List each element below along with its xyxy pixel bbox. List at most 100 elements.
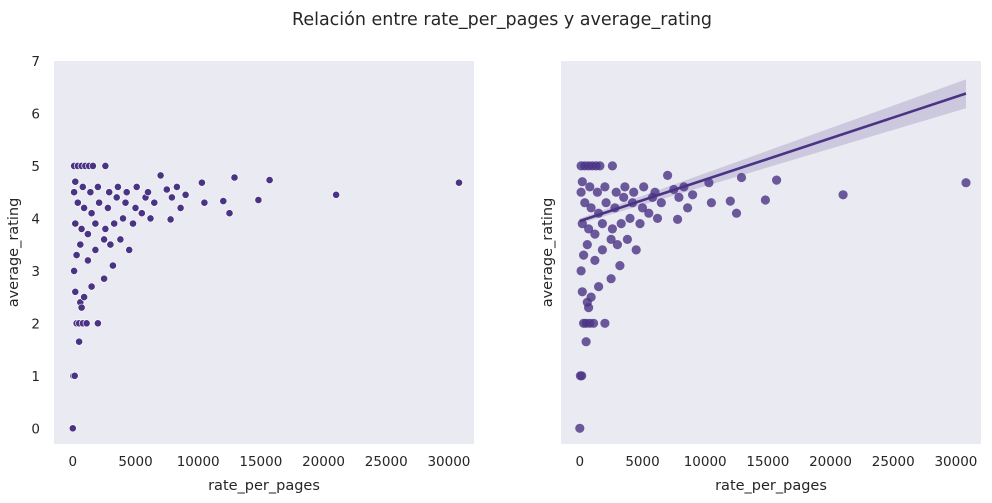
x-tick-label: 15000 bbox=[746, 454, 789, 470]
data-point bbox=[87, 282, 96, 291]
data-point bbox=[166, 215, 175, 224]
subplot-2: 0 5000 10000 15000 20000 25000 30000 rate_per_p… bbox=[540, 61, 981, 494]
data-point bbox=[586, 292, 596, 302]
data-point bbox=[601, 198, 611, 208]
data-point bbox=[156, 171, 165, 180]
data-point bbox=[121, 198, 130, 207]
x-tick-label: 10000 bbox=[177, 454, 220, 470]
plot-layer bbox=[68, 161, 463, 433]
x-axis-label: rate_per_pages bbox=[715, 478, 827, 494]
data-point bbox=[612, 240, 623, 250]
data-point bbox=[116, 235, 125, 244]
data-point bbox=[576, 187, 586, 197]
data-point bbox=[84, 230, 92, 238]
data-point bbox=[68, 424, 77, 433]
data-point bbox=[109, 261, 117, 270]
data-point bbox=[584, 224, 594, 234]
data-point bbox=[656, 198, 666, 208]
data-point bbox=[95, 198, 103, 207]
data-point bbox=[606, 274, 616, 284]
y-tick-label: 5 bbox=[31, 159, 40, 175]
data-point bbox=[576, 266, 586, 276]
data-point bbox=[144, 188, 152, 197]
data-point bbox=[731, 208, 742, 218]
data-point bbox=[589, 318, 599, 328]
data-point bbox=[75, 337, 83, 346]
data-point bbox=[683, 203, 693, 213]
data-point bbox=[80, 203, 88, 212]
data-point bbox=[94, 182, 102, 191]
data-point bbox=[172, 182, 181, 191]
data-point bbox=[84, 256, 92, 265]
data-point bbox=[584, 303, 594, 313]
data-point bbox=[579, 250, 589, 260]
data-point bbox=[101, 224, 110, 233]
data-point bbox=[219, 197, 228, 205]
data-point bbox=[137, 209, 146, 218]
data-point bbox=[616, 219, 626, 229]
data-point bbox=[70, 188, 78, 197]
data-point bbox=[736, 172, 747, 183]
data-point bbox=[619, 192, 629, 202]
data-point bbox=[580, 198, 590, 208]
data-point bbox=[622, 234, 633, 244]
data-point bbox=[265, 176, 274, 184]
data-point bbox=[575, 423, 585, 433]
data-point bbox=[101, 161, 110, 170]
data-point bbox=[87, 209, 96, 218]
x-tick-label: 20000 bbox=[302, 454, 345, 470]
data-point bbox=[600, 182, 610, 192]
data-point bbox=[122, 188, 131, 197]
plot-area bbox=[561, 61, 981, 444]
data-point bbox=[606, 234, 616, 244]
data-point bbox=[597, 219, 608, 229]
data-point bbox=[595, 161, 605, 171]
data-point bbox=[86, 188, 95, 197]
data-point bbox=[176, 203, 185, 212]
data-point bbox=[70, 371, 79, 380]
data-point bbox=[112, 193, 121, 202]
data-point bbox=[332, 190, 340, 199]
x-tick-label: 0 bbox=[576, 454, 585, 470]
data-point bbox=[105, 188, 114, 197]
data-point bbox=[629, 187, 639, 197]
data-point bbox=[162, 185, 171, 194]
data-point bbox=[725, 196, 735, 206]
data-point bbox=[607, 161, 618, 171]
y-tick-label: 7 bbox=[31, 54, 40, 70]
data-point bbox=[150, 198, 159, 207]
y-tick-label: 3 bbox=[31, 264, 40, 280]
y-tick-label: 6 bbox=[31, 106, 40, 122]
data-point bbox=[838, 190, 848, 200]
x-axis-label: rate_per_pages bbox=[208, 478, 320, 494]
data-point bbox=[76, 240, 85, 249]
chart-title: Relación entre rate_per_pages y average_… bbox=[292, 10, 712, 30]
regression-line bbox=[579, 92, 967, 223]
data-point bbox=[663, 170, 673, 180]
data-point bbox=[594, 282, 604, 292]
data-point bbox=[652, 213, 663, 223]
data-point bbox=[80, 293, 88, 301]
x-tick-label: 10000 bbox=[684, 454, 727, 470]
data-point bbox=[197, 178, 206, 187]
data-point bbox=[585, 182, 595, 192]
data-point bbox=[100, 274, 108, 283]
data-point bbox=[104, 203, 112, 212]
x-tick-label: 15000 bbox=[239, 454, 282, 470]
data-point bbox=[114, 182, 122, 191]
data-point bbox=[78, 182, 87, 191]
x-tick-label: 25000 bbox=[872, 454, 915, 470]
data-point bbox=[577, 177, 587, 187]
x-tick-label: 20000 bbox=[809, 454, 852, 470]
data-point bbox=[644, 208, 654, 218]
data-point bbox=[110, 219, 119, 228]
data-point bbox=[91, 245, 100, 254]
data-point bbox=[89, 161, 97, 170]
y-tick-label: 2 bbox=[31, 316, 40, 332]
data-point bbox=[581, 337, 591, 347]
data-point bbox=[615, 261, 625, 271]
data-point bbox=[129, 219, 137, 228]
data-point bbox=[631, 245, 641, 255]
data-point bbox=[70, 266, 78, 275]
